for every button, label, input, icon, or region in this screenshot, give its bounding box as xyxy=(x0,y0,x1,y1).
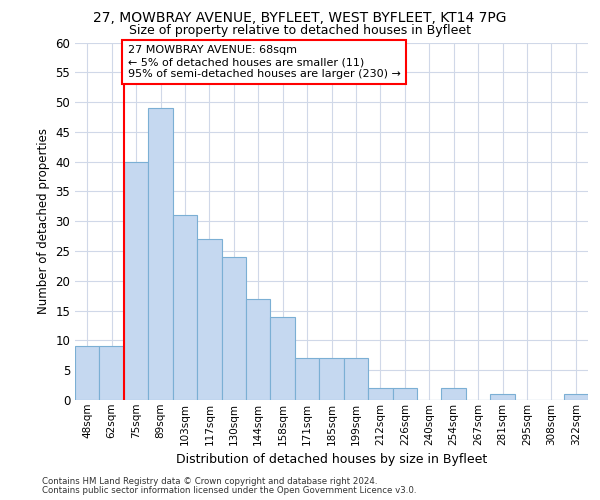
Bar xyxy=(368,388,392,400)
Bar xyxy=(75,346,100,400)
Bar xyxy=(173,216,197,400)
Bar xyxy=(490,394,515,400)
Bar xyxy=(100,346,124,400)
Bar xyxy=(124,162,148,400)
Y-axis label: Number of detached properties: Number of detached properties xyxy=(37,128,50,314)
Bar xyxy=(246,298,271,400)
Text: Contains HM Land Registry data © Crown copyright and database right 2024.: Contains HM Land Registry data © Crown c… xyxy=(42,477,377,486)
Bar xyxy=(271,316,295,400)
Text: Contains public sector information licensed under the Open Government Licence v3: Contains public sector information licen… xyxy=(42,486,416,495)
Bar xyxy=(563,394,588,400)
Bar xyxy=(295,358,319,400)
Bar xyxy=(442,388,466,400)
Text: Size of property relative to detached houses in Byfleet: Size of property relative to detached ho… xyxy=(129,24,471,37)
X-axis label: Distribution of detached houses by size in Byfleet: Distribution of detached houses by size … xyxy=(176,453,487,466)
Text: 27, MOWBRAY AVENUE, BYFLEET, WEST BYFLEET, KT14 7PG: 27, MOWBRAY AVENUE, BYFLEET, WEST BYFLEE… xyxy=(93,12,507,26)
Bar xyxy=(392,388,417,400)
Bar xyxy=(197,239,221,400)
Bar xyxy=(319,358,344,400)
Bar xyxy=(221,257,246,400)
Bar xyxy=(148,108,173,400)
Text: 27 MOWBRAY AVENUE: 68sqm
← 5% of detached houses are smaller (11)
95% of semi-de: 27 MOWBRAY AVENUE: 68sqm ← 5% of detache… xyxy=(128,46,400,78)
Bar xyxy=(344,358,368,400)
